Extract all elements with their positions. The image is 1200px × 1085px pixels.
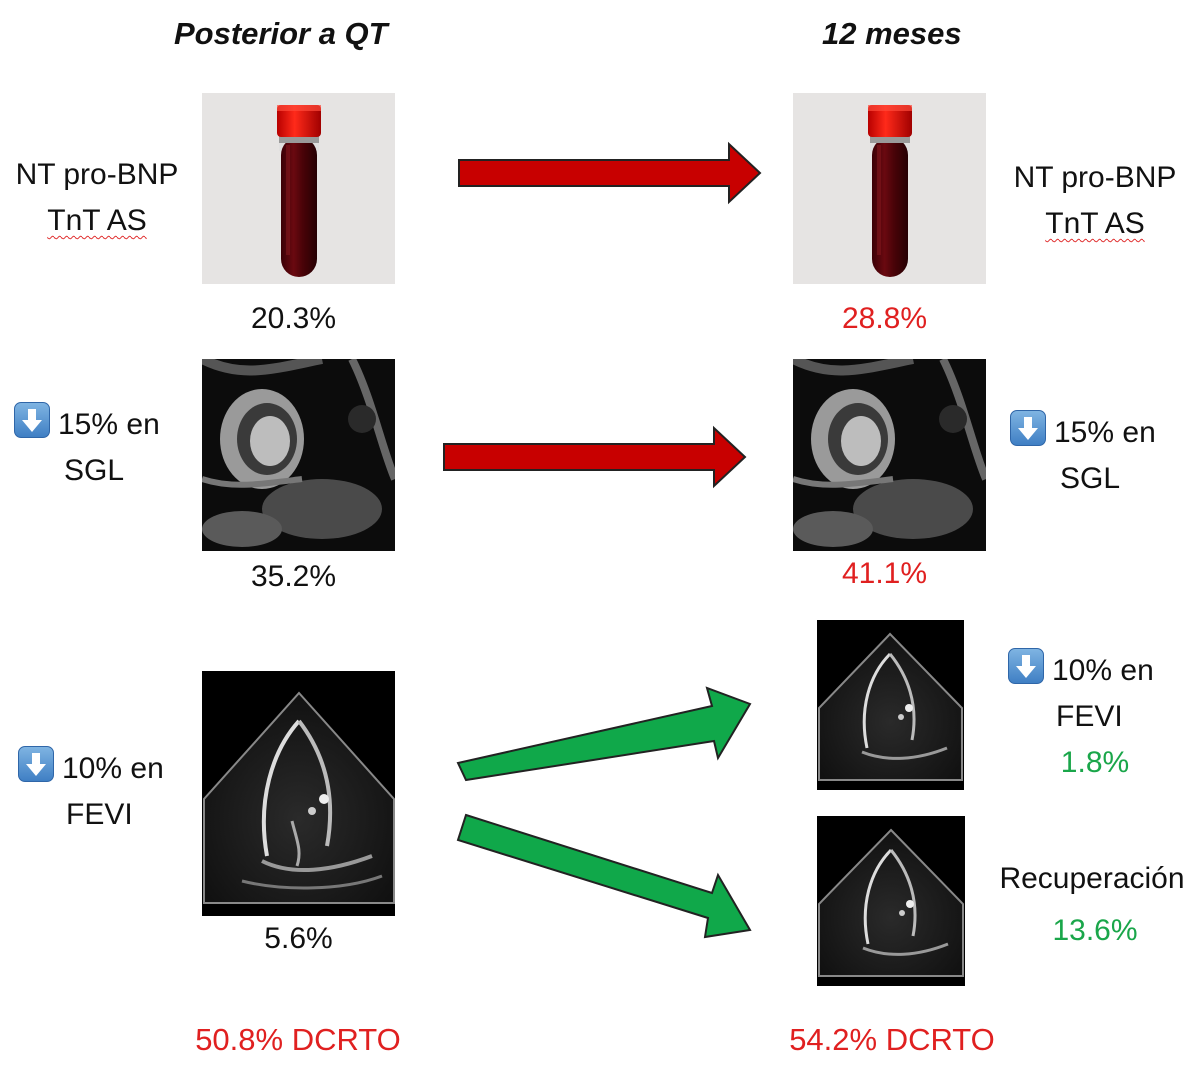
red-arrow-row1 (458, 141, 762, 205)
biomarkers-left-line2: TnT AS (47, 204, 147, 237)
echocardiogram-image-left (202, 671, 395, 916)
sgl-left-line1: 15% en (58, 408, 160, 441)
fevi-left-label: 10% en FEVI (18, 746, 164, 838)
sgl-right-line1: 15% en (1054, 416, 1156, 449)
down-arrow-icon (1010, 410, 1046, 446)
fevi-right-top-label: 10% en FEVI (1008, 648, 1154, 740)
header-right: 12 meses (822, 16, 962, 51)
header-left: Posterior a QT (174, 16, 388, 51)
red-arrow-row2 (443, 425, 747, 489)
biomarkers-right-line2: TnT AS (1045, 207, 1145, 240)
fevi-right-top-line2: FEVI (1056, 700, 1123, 733)
fevi-right-bottom-pct: 13.6% (1052, 914, 1138, 947)
sgl-right-label: 15% en SGL (1010, 410, 1156, 502)
sgl-left-pct: 35.2% (250, 560, 337, 593)
fevi-right-top-line1: 10% en (1052, 654, 1154, 687)
biomarkers-left-pct: 20.3% (250, 302, 337, 335)
blood-tube-image-right (793, 93, 986, 284)
sgl-right-pct: 41.1% (841, 557, 928, 590)
down-arrow-icon (14, 402, 50, 438)
sgl-left-label: 15% en SGL (14, 402, 160, 494)
fevi-left-line1: 10% en (62, 752, 164, 785)
cardiac-mri-image-left (202, 359, 395, 551)
sgl-right-line2: SGL (1060, 462, 1121, 495)
fevi-right-top-pct: 1.8% (1060, 746, 1130, 779)
fevi-left-line2: FEVI (66, 798, 133, 831)
biomarkers-right-pct: 28.8% (841, 302, 928, 335)
fevi-right-bottom-label: Recuperación (999, 862, 1185, 895)
echocardiogram-image-right-top (817, 620, 964, 790)
footer-right: 54.2% DCRTO (789, 1022, 995, 1057)
fevi-left-pct: 5.6% (264, 922, 333, 955)
biomarkers-right-line1: NT pro-BNP (1013, 161, 1177, 194)
down-arrow-icon (1008, 648, 1044, 684)
sgl-left-line2: SGL (64, 454, 125, 487)
echocardiogram-image-right-bottom (817, 816, 965, 986)
cardiac-mri-image-right (793, 359, 986, 551)
down-arrow-icon (18, 746, 54, 782)
biomarkers-left-line1: NT pro-BNP (15, 158, 179, 191)
green-arrow-down (456, 813, 752, 939)
footer-left: 50.8% DCRTO (195, 1022, 401, 1057)
blood-tube-image-left (202, 93, 395, 284)
biomarkers-left-label: NT pro-BNP TnT AS (6, 152, 188, 244)
biomarkers-right-label: NT pro-BNP TnT AS (1002, 155, 1188, 247)
green-arrow-up (456, 686, 752, 782)
